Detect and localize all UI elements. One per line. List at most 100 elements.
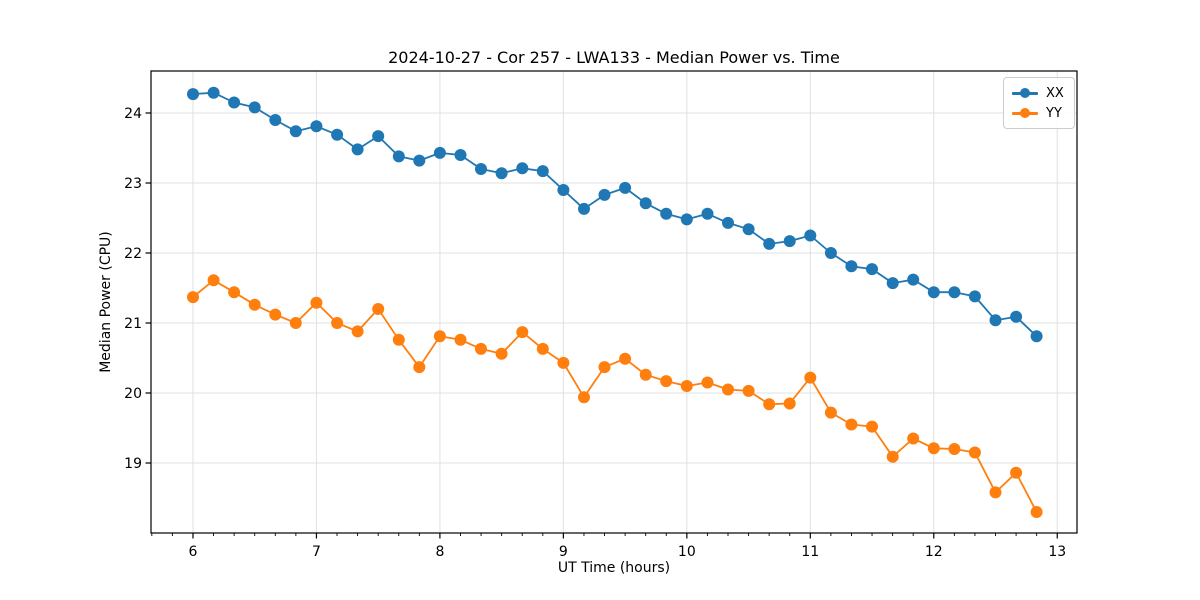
data-point: [187, 291, 199, 304]
x-tick-label: 9: [559, 544, 568, 560]
data-point: [824, 406, 837, 419]
x-tick-label: 13: [1048, 544, 1066, 560]
legend-label: XX: [1046, 85, 1064, 101]
legend-label: YY: [1046, 105, 1062, 121]
data-point: [310, 120, 323, 133]
data-point: [968, 446, 981, 459]
data-point: [907, 432, 920, 445]
data-point: [269, 308, 282, 321]
data-point: [907, 273, 920, 286]
y-tick-label: 20: [124, 386, 142, 402]
data-point: [763, 398, 776, 411]
data-point: [948, 443, 961, 455]
data-point: [495, 347, 508, 360]
data-point: [516, 162, 529, 175]
data-point: [413, 361, 426, 374]
data-point: [536, 165, 549, 178]
data-point: [886, 450, 899, 463]
data-point: [783, 397, 796, 410]
data-point: [989, 314, 1002, 327]
y-tick-label: 23: [124, 176, 142, 192]
legend-entry-xx: XX: [1012, 83, 1064, 103]
data-point: [372, 303, 385, 315]
data-point: [866, 420, 878, 433]
data-point: [228, 286, 241, 299]
data-point: [927, 286, 940, 299]
data-point: [310, 296, 323, 309]
data-point: [660, 207, 673, 220]
data-point: [351, 325, 364, 338]
data-point: [927, 442, 940, 455]
y-tick-label: 21: [124, 316, 142, 332]
y-axis-label: Median Power (CPU): [98, 231, 114, 373]
data-point: [680, 213, 693, 226]
data-point: [639, 368, 652, 381]
data-point: [619, 352, 632, 365]
data-point: [372, 130, 385, 143]
axes-frame: [150, 70, 1078, 534]
data-point: [187, 88, 199, 101]
data-point: [454, 149, 467, 161]
data-point: [289, 125, 302, 138]
data-point: [660, 375, 673, 388]
data-point: [228, 96, 241, 109]
data-point: [989, 486, 1002, 499]
data-point: [701, 376, 714, 389]
data-point: [433, 146, 446, 159]
legend-line-marker-icon: [1012, 107, 1038, 119]
data-point: [248, 298, 261, 311]
data-point: [413, 154, 426, 167]
x-tick-label: 6: [189, 544, 198, 560]
data-point: [598, 188, 611, 201]
data-point: [1030, 330, 1043, 343]
data-point: [598, 361, 611, 374]
data-point: [1010, 466, 1023, 479]
data-point: [433, 330, 446, 343]
data-point: [578, 391, 590, 404]
data-point: [248, 101, 261, 114]
y-tick-label: 22: [124, 246, 142, 262]
series-line-yy: [192, 279, 1038, 513]
data-point: [1030, 506, 1043, 518]
data-point: [536, 342, 549, 355]
data-point: [392, 150, 405, 163]
x-tick-label: 11: [801, 544, 819, 560]
chart-title: 2024-10-27 - Cor 257 - LWA133 - Median P…: [388, 48, 840, 67]
data-point: [331, 317, 344, 329]
data-point: [845, 260, 858, 273]
data-point: [783, 235, 796, 248]
data-point: [351, 143, 364, 156]
data-point: [948, 286, 961, 299]
data-point: [331, 128, 344, 141]
data-point: [680, 380, 693, 392]
data-point: [392, 333, 405, 346]
data-point: [495, 167, 508, 180]
data-point: [866, 263, 878, 276]
data-point: [639, 197, 652, 210]
data-point: [722, 383, 734, 396]
data-point: [207, 274, 220, 287]
x-tick-label: 7: [312, 544, 321, 560]
data-point: [968, 290, 981, 303]
data-point: [207, 86, 220, 99]
data-point: [763, 237, 776, 250]
data-point: [804, 229, 817, 242]
data-point: [269, 114, 282, 126]
y-tick-label: 24: [124, 106, 142, 122]
x-tick-label: 10: [678, 544, 696, 560]
data-point: [557, 184, 570, 196]
data-point: [845, 418, 858, 431]
data-point: [886, 277, 899, 290]
x-tick-label: 12: [925, 544, 943, 560]
data-point: [475, 163, 487, 175]
data-point: [722, 216, 734, 229]
data-point: [289, 317, 302, 329]
x-axis-label: UT Time (hours): [557, 560, 671, 576]
data-point: [824, 247, 837, 259]
legend-entry-yy: YY: [1012, 103, 1064, 123]
data-point: [701, 207, 714, 220]
data-point: [454, 333, 467, 346]
x-tick-label: 8: [435, 544, 444, 560]
